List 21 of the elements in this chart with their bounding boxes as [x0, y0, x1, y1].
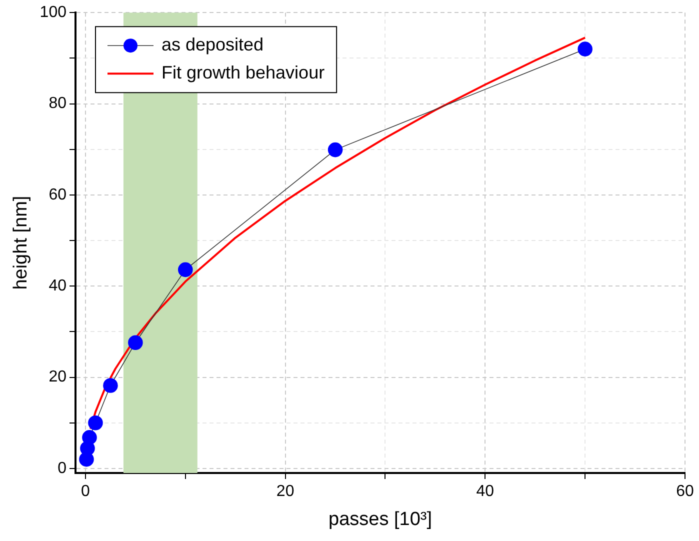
point	[328, 142, 343, 158]
y-tick-label: 40	[48, 278, 67, 295]
x-tick-label: 60	[676, 483, 694, 500]
point	[103, 378, 118, 393]
x-tick-label: 0	[81, 483, 90, 500]
y-tick-label: 0	[58, 460, 67, 477]
legend-label: as deposited	[161, 34, 264, 55]
x-axis-title: passes [10³]	[328, 508, 432, 530]
point	[578, 42, 592, 56]
y-tick-label: 60	[48, 186, 67, 204]
point	[128, 335, 143, 350]
legend-label: Fit growth behaviour	[161, 62, 325, 83]
x-tick-label: 40	[476, 483, 494, 500]
y-tick-label: 100	[40, 4, 67, 22]
point	[82, 430, 97, 445]
point	[178, 262, 193, 278]
point	[88, 415, 103, 430]
y-tick-label: 80	[48, 95, 67, 112]
y-axis-title: height [nm]	[10, 196, 32, 290]
y-tick-label: 20	[48, 368, 67, 386]
x-tick-label: 20	[276, 483, 294, 500]
